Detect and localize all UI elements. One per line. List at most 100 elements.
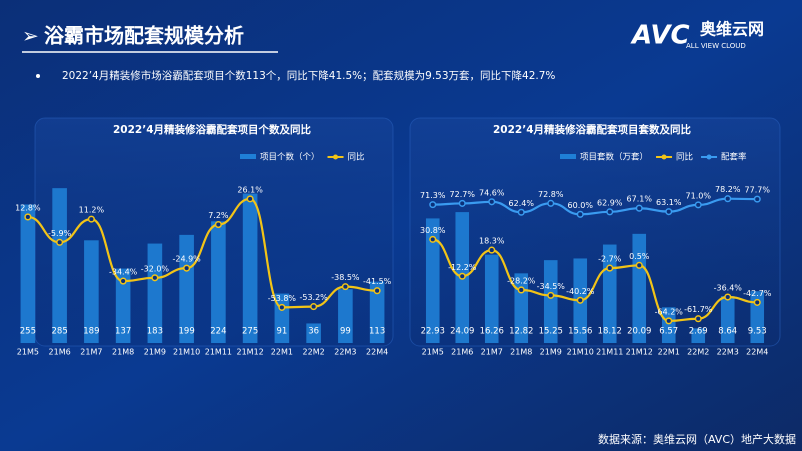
line-marker: [488, 198, 496, 206]
title-arrow: ➢: [22, 24, 39, 48]
x-tick-label: 21M9: [144, 348, 166, 357]
x-tick-label: 21M5: [422, 348, 444, 357]
line-value-label: 26.1%: [237, 185, 263, 194]
line-marker: [488, 246, 496, 254]
line-value-label: -5.9%: [48, 229, 72, 238]
line-marker: [246, 195, 254, 203]
x-tick-label: 22M2: [687, 348, 709, 357]
legend-marker: [706, 154, 712, 160]
bar-value-label: 183: [147, 327, 163, 337]
line-marker: [119, 277, 127, 285]
logo-cn: 奥维云网: [700, 20, 764, 39]
line-value-label: -2.7%: [598, 255, 622, 264]
line-marker: [547, 291, 555, 299]
bar-value-label: 99: [340, 327, 351, 337]
bar-value-label: 199: [179, 327, 195, 337]
bar: [720, 296, 735, 343]
bar: [543, 260, 558, 343]
line-value-label: 78.2%: [715, 185, 741, 194]
bar-value-label: 113: [369, 327, 385, 337]
bar-value-label: 36: [308, 327, 319, 337]
bar-value-label: 18.12: [598, 327, 622, 337]
line-value-label: 77.7%: [745, 186, 771, 195]
line-value-label: -12.2%: [448, 263, 477, 272]
line-marker: [458, 199, 466, 207]
line-marker: [429, 235, 437, 243]
legend-label: 项目套数（万套）: [580, 152, 648, 163]
line-value-label: -28.2%: [507, 276, 536, 285]
legend-label: 项目个数（个）: [260, 152, 320, 163]
line-value-label: -41.5%: [363, 277, 392, 286]
line-marker: [635, 204, 643, 212]
line-value-label: 30.8%: [420, 226, 446, 235]
bar: [425, 218, 440, 343]
line-value-label: 62.4%: [509, 199, 535, 208]
line-marker: [373, 287, 381, 295]
line-marker: [310, 303, 318, 311]
line-value-label: -34.5%: [537, 282, 566, 291]
x-tick-label: 21M10: [173, 348, 200, 357]
x-tick-label: 21M6: [49, 348, 71, 357]
line-value-label: 71.0%: [686, 191, 712, 200]
bar: [211, 221, 226, 343]
bar-value-label: 91: [276, 327, 287, 337]
logo-en: ALL VIEW CLOUD: [686, 42, 746, 50]
bar: [306, 323, 321, 343]
line-marker: [665, 317, 673, 325]
line-marker: [517, 286, 525, 294]
line-marker: [214, 221, 222, 229]
bar-value-label: 22.93: [421, 327, 445, 337]
line-value-label: 72.7%: [450, 190, 476, 199]
legend-swatch: [240, 154, 256, 159]
line-marker: [547, 199, 555, 207]
bar-value-label: 24.09: [450, 327, 474, 337]
bar-value-label: 285: [52, 327, 68, 337]
bullet-dot: [36, 74, 40, 78]
line-marker: [665, 208, 673, 216]
bar-value-label: 16.26: [480, 327, 504, 337]
bar-value-label: 15.56: [568, 327, 592, 337]
source-note: 数据来源：奥维云网（AVC）地产大数据: [598, 432, 796, 446]
x-tick-label: 21M11: [205, 348, 232, 357]
line-marker: [606, 208, 614, 216]
legend-label: 同比: [348, 152, 365, 163]
line-value-label: 0.5%: [629, 252, 650, 261]
bar-value-label: 137: [115, 327, 131, 337]
line-marker: [87, 215, 95, 223]
bar-value-label: 2.69: [689, 327, 708, 337]
chart-panel: [409, 117, 781, 347]
line-value-label: 62.9%: [597, 198, 623, 207]
x-tick-label: 21M5: [17, 348, 39, 357]
x-tick-label: 21M10: [567, 348, 594, 357]
line-value-label: -61.7%: [684, 305, 713, 314]
line-value-label: -38.5%: [331, 273, 360, 282]
bar-value-label: 275: [242, 327, 258, 337]
bar-value-label: 255: [20, 327, 36, 337]
line-marker: [183, 264, 191, 272]
legend-marker: [333, 154, 339, 160]
legend-label: 同比: [676, 152, 693, 163]
line-marker: [753, 195, 761, 203]
x-tick-label: 21M7: [481, 348, 503, 357]
bar-value-label: 12.82: [509, 327, 533, 337]
bar: [632, 233, 647, 343]
line-marker: [278, 303, 286, 311]
x-tick-label: 22M3: [717, 348, 739, 357]
x-tick-label: 21M9: [540, 348, 562, 357]
line-marker: [517, 208, 525, 216]
line-marker: [753, 298, 761, 306]
x-tick-label: 22M2: [303, 348, 325, 357]
x-tick-label: 22M1: [271, 348, 293, 357]
x-tick-label: 21M11: [596, 348, 623, 357]
line-value-label: -36.4%: [714, 284, 743, 293]
bar: [147, 243, 163, 343]
line-value-label: -34.4%: [109, 268, 138, 277]
bar-value-label: 8.64: [718, 327, 737, 337]
logo: AVC: [630, 21, 690, 51]
bar: [115, 268, 131, 343]
line-value-label: -42.7%: [743, 289, 772, 298]
line-marker: [429, 201, 437, 209]
bar: [84, 240, 99, 343]
